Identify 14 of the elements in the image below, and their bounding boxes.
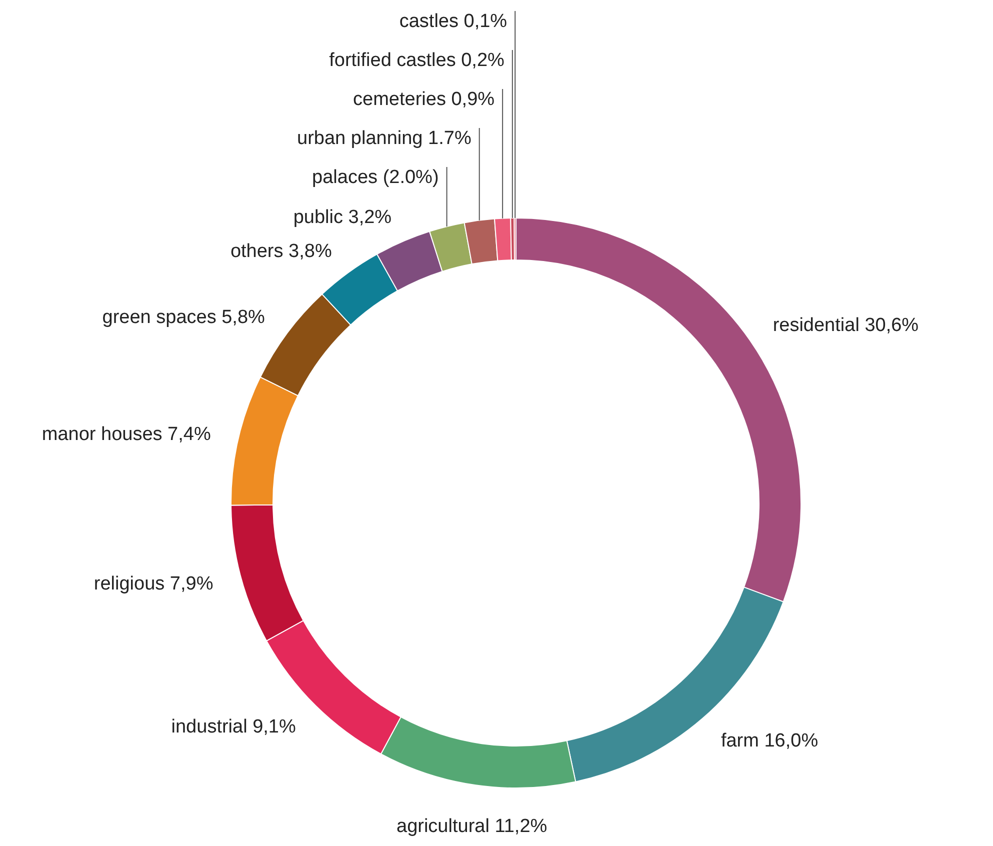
slice-label: agricultural 11,2% (396, 816, 548, 837)
slice-label: industrial 9,1% (171, 716, 296, 738)
slice-label: public 3,2% (293, 206, 392, 228)
slice-label: religious 7,9% (94, 573, 214, 594)
slice-label: fortified castles 0,2% (329, 50, 505, 71)
slice-label: palaces (2.0%) (312, 167, 439, 188)
slice-label: farm 16,0% (720, 730, 818, 752)
slice-label: urban planning 1.7% (297, 128, 472, 149)
slice-label: residential 30,6% (772, 315, 919, 336)
slice-label: castles 0,1% (399, 11, 508, 32)
slice-label: manor houses 7,4% (42, 424, 211, 446)
slice-label: cemeteries 0,9% (353, 89, 495, 110)
slice-label: others 3,8% (230, 240, 332, 262)
slice-label: green spaces 5,8% (102, 307, 266, 328)
